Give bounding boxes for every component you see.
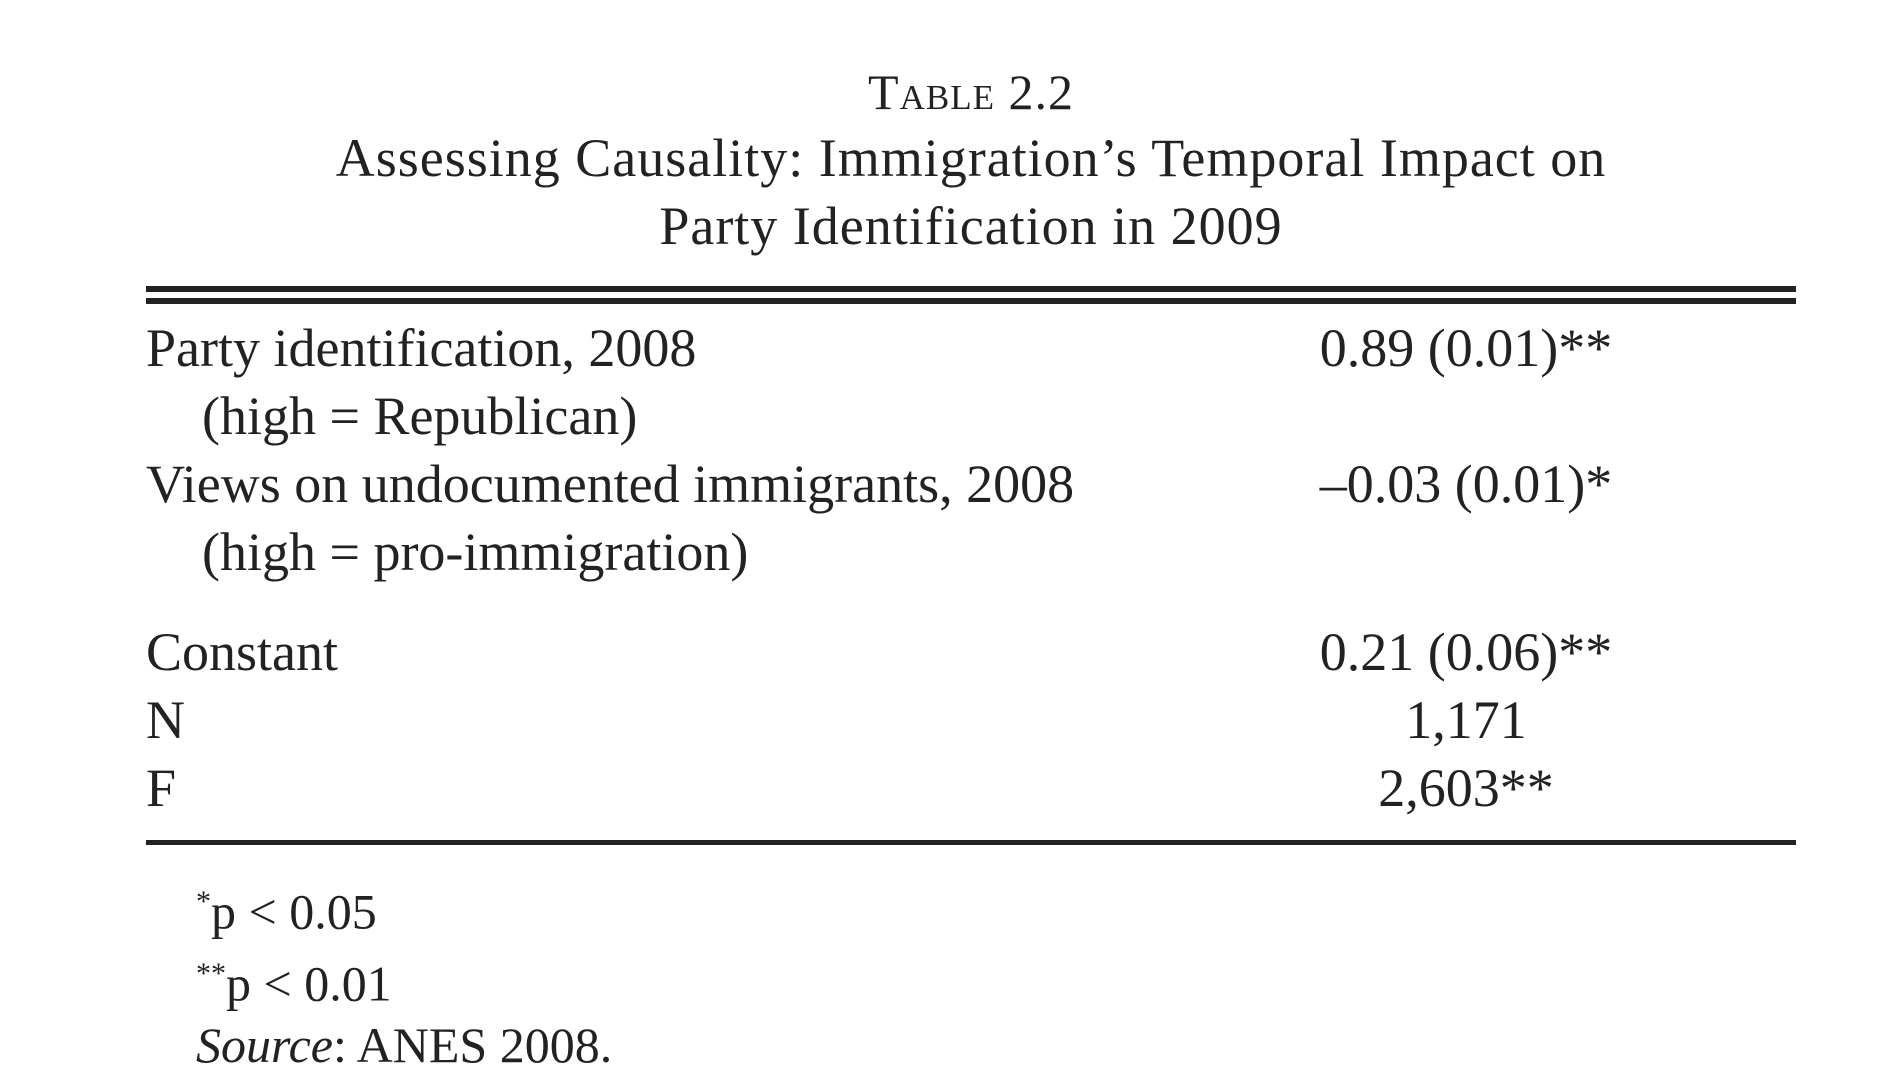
note-significance-05: *p < 0.05 xyxy=(196,871,1796,943)
source-note: Source: ANES 2008. xyxy=(196,1014,1796,1076)
table-row: N 1,171 xyxy=(146,686,1796,754)
row-label-sub: (high = pro-immigration) xyxy=(202,522,749,582)
table-notes: *p < 0.05 **p < 0.01 Source: ANES 2008. xyxy=(146,871,1796,1076)
row-label-main: Party identification, 2008 xyxy=(146,318,697,378)
row-value: –0.03 (0.01)* xyxy=(1319,454,1613,514)
source-text: : ANES 2008. xyxy=(333,1017,613,1074)
bottom-rule xyxy=(146,840,1796,845)
row-value: 1,171 xyxy=(1405,690,1527,750)
table-title-line-2: Party Identification in 2009 xyxy=(659,196,1283,256)
table-body: Party identification, 2008 (high = Repub… xyxy=(146,314,1796,822)
row-gap xyxy=(146,586,1796,618)
table-row: Views on undocumented immigrants, 2008 (… xyxy=(146,450,1796,586)
row-label: Party identification, 2008 (high = Repub… xyxy=(146,314,1296,450)
note-text: p < 0.01 xyxy=(226,955,392,1012)
row-label: F xyxy=(146,758,177,818)
row-label-sub: (high = Republican) xyxy=(202,386,638,446)
row-label: Views on undocumented immigrants, 2008 (… xyxy=(146,450,1296,586)
note-text: p < 0.05 xyxy=(211,883,377,940)
table-row: Constant 0.21 (0.06)** xyxy=(146,618,1796,686)
row-label: N xyxy=(146,690,185,750)
row-value: 0.89 (0.01)** xyxy=(1319,318,1613,378)
note-marker: ** xyxy=(196,956,226,990)
note-significance-01: **p < 0.01 xyxy=(196,943,1796,1015)
table-title-line-1: Assessing Causality: Immigration’s Tempo… xyxy=(335,128,1607,188)
note-marker: * xyxy=(196,885,211,918)
row-value: 0.21 (0.06)** xyxy=(1319,622,1613,682)
top-double-rule xyxy=(146,286,1796,304)
source-label: Source xyxy=(196,1017,333,1074)
table-row: Party identification, 2008 (high = Repub… xyxy=(146,314,1796,450)
row-label: Constant xyxy=(146,622,339,682)
regression-table: Table 2.2 Assessing Causality: Immigrati… xyxy=(146,60,1796,1076)
row-label-main: Views on undocumented immigrants, 2008 xyxy=(146,454,1075,514)
table-number: Table 2.2 xyxy=(146,60,1796,124)
row-value: 2,603** xyxy=(1378,758,1554,818)
table-label-text: Table 2.2 xyxy=(868,64,1074,120)
table-row: F 2,603** xyxy=(146,754,1796,822)
